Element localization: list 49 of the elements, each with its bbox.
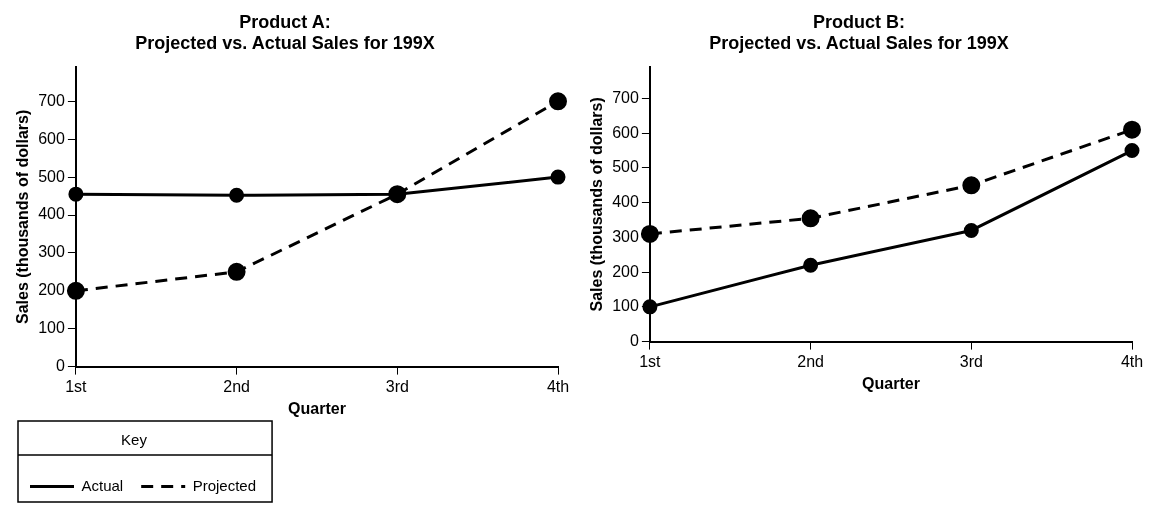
- point: [1124, 143, 1140, 159]
- y-tick-label: 300: [612, 227, 639, 245]
- y-tick-label: 100: [612, 297, 639, 315]
- x-tick-label: 3rd: [959, 352, 983, 370]
- legend-label: Actual: [81, 476, 124, 494]
- x-tick-label: 4th: [546, 377, 570, 395]
- y-tick-label: 0: [55, 357, 65, 375]
- point: [640, 224, 659, 243]
- x-tick-label: 1st: [65, 377, 88, 395]
- y-tick-label: 300: [38, 243, 65, 261]
- y-tick-label: 400: [612, 193, 639, 211]
- y-tick-label: 100: [38, 319, 65, 337]
- y-tick-label: 700: [38, 91, 65, 109]
- point: [229, 187, 245, 203]
- x-tick-label: 1st: [639, 352, 662, 370]
- point: [68, 186, 84, 202]
- y-tick-label: 500: [38, 167, 65, 185]
- point: [803, 257, 819, 273]
- point: [1123, 120, 1141, 139]
- y-tick-label: 700: [612, 88, 639, 106]
- x-axis-title: Quarter: [288, 399, 346, 417]
- point: [66, 281, 85, 300]
- y-axis-title: Sales (thousands of dollars): [588, 97, 606, 312]
- y-tick-label: 0: [629, 332, 639, 350]
- point: [642, 299, 658, 315]
- chart-subtitle: Projected vs. Actual Sales for 199X: [709, 33, 1009, 54]
- point: [963, 222, 979, 238]
- x-tick-label: 3rd: [385, 377, 409, 395]
- x-tick-label: 4th: [1120, 352, 1144, 370]
- point: [227, 262, 246, 281]
- chart-title: Product B:: [813, 11, 905, 32]
- y-axis-title: Sales (thousands of dollars): [14, 109, 32, 325]
- point: [550, 169, 566, 185]
- x-tick-label: 2nd: [797, 352, 824, 370]
- y-tick-label: 400: [38, 205, 65, 223]
- x-axis-title: Quarter: [862, 374, 920, 392]
- chart-title: Product A:: [239, 11, 331, 32]
- legend-title: Key: [121, 430, 148, 448]
- y-tick-label: 200: [612, 262, 639, 280]
- y-tick-label: 600: [38, 129, 65, 147]
- x-tick-label: 2nd: [223, 377, 250, 395]
- point: [801, 209, 820, 228]
- point: [549, 92, 567, 111]
- point: [962, 176, 981, 195]
- y-tick-label: 600: [612, 123, 639, 141]
- legend-label: Projected: [192, 476, 257, 494]
- y-tick-label: 200: [38, 281, 65, 299]
- chart-subtitle: Projected vs. Actual Sales for 199X: [135, 33, 435, 54]
- y-tick-label: 500: [612, 158, 639, 176]
